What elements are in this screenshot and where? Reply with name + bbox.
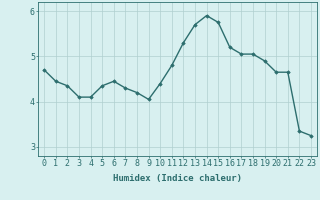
X-axis label: Humidex (Indice chaleur): Humidex (Indice chaleur) (113, 174, 242, 183)
